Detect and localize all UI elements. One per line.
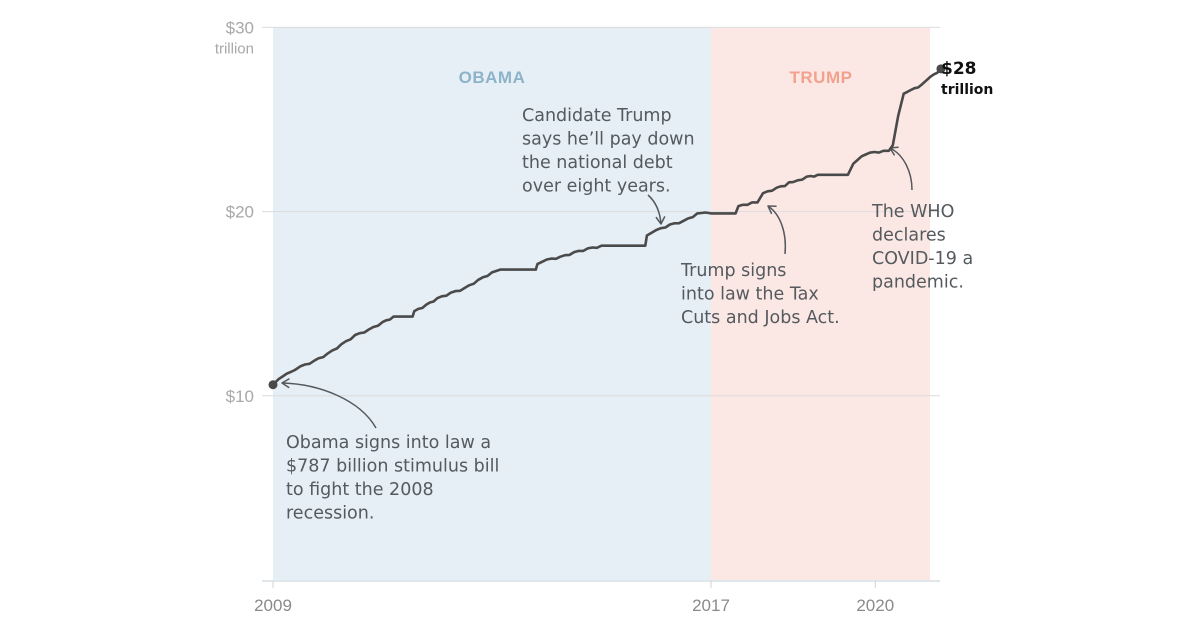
arrowhead-icon — [281, 378, 290, 389]
annotation-covid-line: declares — [872, 226, 946, 246]
x-tick-label: 2017 — [692, 596, 730, 615]
annotation-covid-line: COVID-19 a — [872, 249, 973, 269]
annotation-arrow-pledge — [647, 194, 662, 225]
era-band-obama — [273, 27, 711, 580]
series-line — [271, 67, 943, 386]
annotation-arrows — [281, 146, 913, 429]
annotation-stimulus-line: to fight the 2008 — [286, 480, 434, 500]
annotation-stimulus-line: Obama signs into law a — [286, 433, 491, 453]
debt-series — [268, 64, 946, 390]
annotation-tax-cuts-line: Trump signs — [680, 261, 786, 281]
arrowhead-icon — [655, 216, 666, 225]
annotation-stimulus-line: recession. — [286, 504, 374, 524]
annotation-covid-line: The WHO — [871, 202, 954, 222]
annotation-tax-cuts-line: Cuts and Jobs Act. — [681, 308, 840, 328]
y-tick-label: $20 — [226, 203, 254, 222]
annotation-arrow-tax-cuts — [767, 205, 787, 255]
annotation-covid-line: pandemic. — [872, 273, 964, 293]
end-value-label: $28 trillion — [941, 59, 993, 98]
x-tick-label: 2020 — [856, 596, 894, 615]
arrowhead-icon — [767, 205, 777, 215]
x-tick-label: 2009 — [254, 596, 292, 615]
annotation-tax-cuts-line: into law the Tax — [681, 285, 819, 305]
y-tick-sublabel: trillion — [215, 40, 254, 57]
end-point — [936, 64, 946, 74]
era-shading — [273, 27, 930, 580]
axes: $30 trillion $20 $10 2009 2017 2020 — [215, 18, 940, 615]
era-label-obama: OBAMA — [459, 68, 526, 87]
annotation-arrow-stimulus — [281, 382, 377, 429]
era-labels: OBAMA TRUMP — [459, 68, 853, 87]
era-label-trump: TRUMP — [790, 68, 853, 87]
end-value: $28 — [941, 59, 977, 79]
y-tick-label: $10 — [226, 387, 254, 406]
annotation-stimulus-line: $787 billion stimulus bill — [286, 457, 499, 477]
annotation-pledge-line: over eight years. — [522, 177, 671, 197]
annotation-arrow-covid — [889, 147, 913, 191]
start-point — [268, 380, 278, 390]
annotation-pledge-line: the national debt — [522, 153, 673, 173]
y-tick-label: $30 — [226, 18, 254, 37]
gridlines — [262, 26, 940, 397]
era-band-trump — [711, 27, 930, 580]
annotation-texts: Obama signs into law a $787 billion stimu… — [286, 106, 973, 524]
annotation-pledge-line: Candidate Trump — [522, 106, 672, 126]
end-unit: trillion — [941, 82, 993, 98]
annotation-pledge-line: says he’ll pay down — [522, 130, 695, 150]
